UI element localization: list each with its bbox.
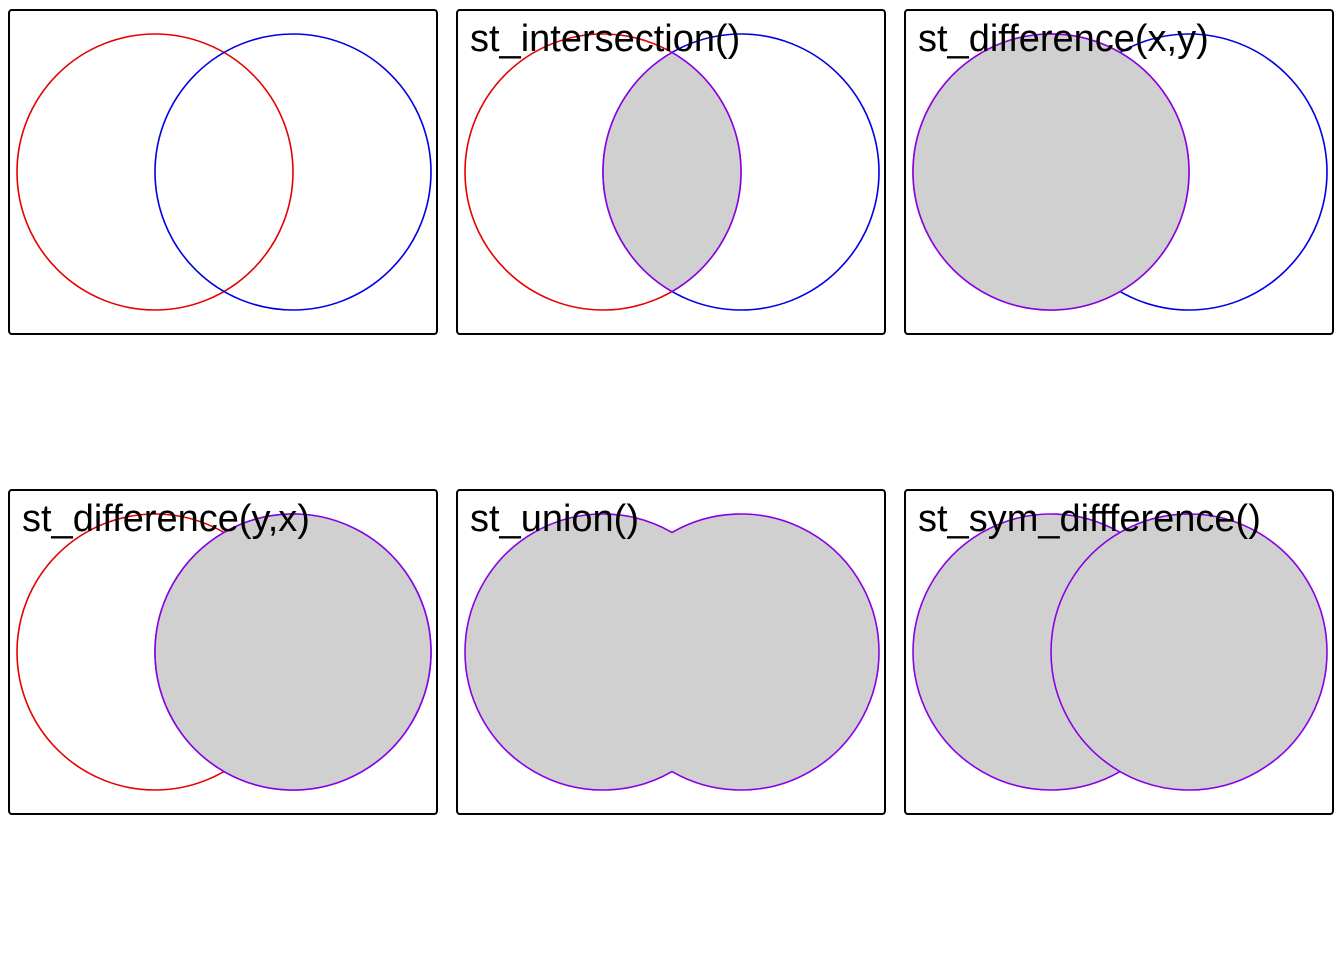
intersection-region — [602, 51, 742, 293]
difference-yx-region — [154, 513, 432, 791]
difference-xy-region — [912, 33, 1190, 311]
panel-title: st_sym_diffference() — [918, 498, 1261, 540]
circle-y — [154, 33, 432, 311]
union-region — [464, 513, 880, 791]
venn-diagram — [16, 513, 432, 791]
venn-diagram — [912, 33, 1328, 311]
venn-diagram — [912, 513, 1328, 791]
panel-title: st_difference(y,x) — [22, 498, 310, 540]
panel-intersection: st_intersection() — [456, 9, 886, 335]
panel-difference-yx: st_difference(y,x) — [8, 489, 438, 815]
sym-difference-right-region — [1050, 513, 1328, 791]
panel-difference-xy: st_difference(x,y) — [904, 9, 1334, 335]
circle-x — [16, 33, 294, 311]
venn-diagram — [16, 33, 432, 311]
panel-union: st_union() — [456, 489, 886, 815]
panel-title: st_union() — [470, 498, 639, 540]
panel-title: st_intersection() — [470, 18, 741, 60]
panel-title: st_difference(x,y) — [918, 18, 1209, 60]
venn-diagram — [464, 513, 880, 791]
panel-plain-circles — [8, 9, 438, 335]
venn-diagram — [464, 33, 880, 311]
panel-sym-difference: st_sym_diffference() — [904, 489, 1334, 815]
